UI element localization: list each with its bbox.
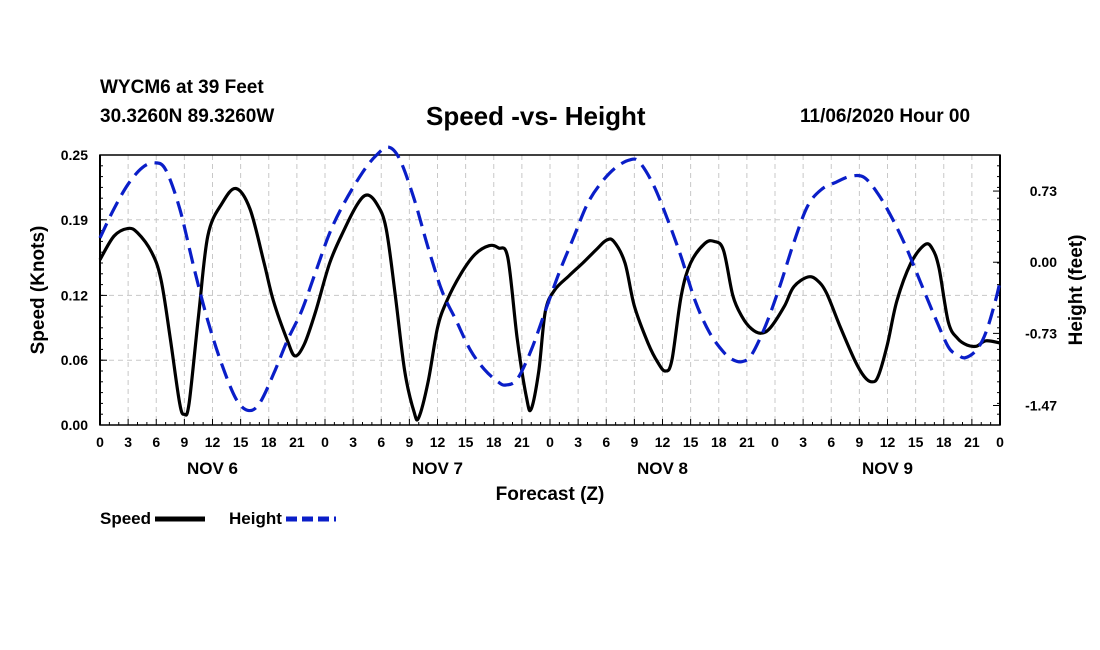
x-tick-label: 18: [711, 434, 727, 450]
y2-tick-label: 0.00: [1030, 254, 1057, 270]
grid: [100, 155, 1000, 425]
legend-speed-label: Speed: [100, 509, 152, 528]
day-label: NOV 9: [862, 459, 913, 478]
x-tick-label: 0: [96, 434, 104, 450]
y-tick-label: 0.00: [61, 417, 88, 433]
legend-height-label: Height: [229, 509, 282, 528]
day-label: NOV 6: [187, 459, 238, 478]
x-tick-label: 12: [880, 434, 896, 450]
y2-tick-label: 0.73: [1030, 183, 1057, 199]
x-tick-label: 0: [996, 434, 1004, 450]
x-tick-label: 15: [233, 434, 249, 450]
x-tick-label: 0: [771, 434, 779, 450]
x-tick-label: 6: [377, 434, 385, 450]
x-tick-label: 18: [261, 434, 277, 450]
legend-height: Height: [229, 509, 338, 529]
x-tick-label: 18: [936, 434, 952, 450]
day-label: NOV 7: [412, 459, 463, 478]
x-tick-label: 6: [152, 434, 160, 450]
x-axis-label: Forecast (Z): [496, 484, 605, 505]
x-tick-label: 21: [289, 434, 305, 450]
x-tick-label: 15: [683, 434, 699, 450]
x-tick-label: 12: [205, 434, 221, 450]
y2-tick-label: -0.73: [1025, 325, 1057, 341]
y2-axis-label: Height (feet): [1066, 235, 1087, 346]
legend-speed-swatch: [155, 516, 206, 522]
x-tick-label: 21: [514, 434, 530, 450]
x-tick-label: 3: [124, 434, 132, 450]
x-tick-label: 21: [964, 434, 980, 450]
x-tick-label: 12: [655, 434, 671, 450]
x-tick-label: 15: [458, 434, 474, 450]
chart-title: Speed -vs- Height: [426, 101, 646, 131]
y2-tick-label: -1.47: [1025, 398, 1057, 414]
x-tick-label: 15: [908, 434, 924, 450]
axis-ticks: 0 3 6 9 12 15 18 21 0 3 6 9 12 15 18 21 0 3 6 9 12 15 18 21 0 3 6 9…: [61, 147, 1057, 478]
y-tick-label: 0.25: [61, 147, 88, 163]
x-tick-label: 9: [405, 434, 413, 450]
x-tick-label: 3: [349, 434, 357, 450]
data-series: [98, 145, 1002, 422]
y-tick-label: 0.12: [61, 287, 88, 303]
x-tick-label: 3: [574, 434, 582, 450]
x-tick-label: 21: [739, 434, 755, 450]
x-tick-label: 0: [546, 434, 554, 450]
x-tick-label: 3: [799, 434, 807, 450]
x-tick-label: 9: [180, 434, 188, 450]
x-tick-label: 6: [827, 434, 835, 450]
y-tick-label: 0.06: [61, 352, 88, 368]
x-tick-label: 12: [430, 434, 446, 450]
x-tick-label: 9: [630, 434, 638, 450]
y-tick-label: 0.19: [61, 212, 88, 228]
y-axis-label: Speed (Knots): [28, 226, 49, 355]
x-tick-label: 18: [486, 434, 502, 450]
x-tick-label: 9: [855, 434, 863, 450]
day-label: NOV 8: [637, 459, 688, 478]
forecast-date: 11/06/2020 Hour 00: [800, 106, 971, 127]
speed-series-line: [98, 186, 1001, 422]
height-series-line: [98, 145, 1002, 413]
x-tick-label: 0: [321, 434, 329, 450]
legend-speed: Speed: [100, 509, 207, 529]
station-coordinates: 30.3260N 89.3260W: [100, 106, 275, 127]
legend-height-swatch: [285, 516, 336, 522]
x-tick-label: 6: [602, 434, 610, 450]
station-name: WYCM6 at 39 Feet: [100, 77, 264, 98]
